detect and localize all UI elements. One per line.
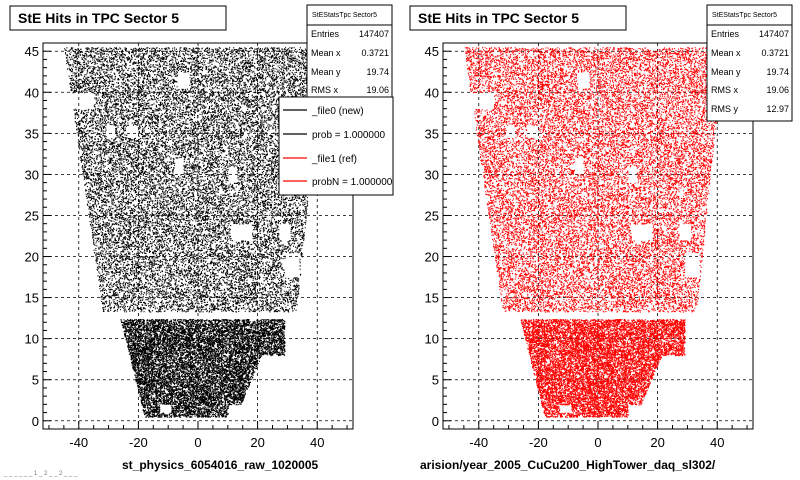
y-tick-label: 0	[432, 414, 439, 429]
right-stats-meany: 19.74	[766, 67, 789, 77]
y-tick-label: 45	[425, 44, 439, 59]
right-stats-box: StEStatsTpc Sector5 Entries 147407 Mean …	[706, 4, 793, 122]
right-panel: -40 -20 0 20 40 0 5 10 15 20 25 30 35 40 45 StE Hits i…	[409, 4, 793, 472]
x-tick-label: -40	[69, 435, 88, 450]
y-tick-label: 35	[25, 126, 39, 141]
y-tick-label: 25	[425, 208, 439, 223]
y-tick-label: 35	[425, 126, 439, 141]
left-stats-rmsx: 19.06	[366, 85, 389, 95]
left-stats-meany: 19.74	[366, 67, 389, 77]
right-axes: -40 -20 0 20 40 0 5 10 15 20 25 30 35 40 45	[425, 44, 748, 450]
right-stats-meanx: 0.3721	[761, 48, 789, 58]
y-tick-label: 5	[432, 373, 439, 388]
right-stats-entries: 147407	[759, 29, 789, 39]
y-tick-label: 30	[25, 167, 39, 182]
right-stats-entries-label: Entries	[711, 29, 740, 39]
right-hit-points	[465, 47, 734, 418]
y-tick-label: 0	[32, 414, 39, 429]
left-stats-name: StEStatsTpc Sector5	[312, 12, 377, 19]
y-tick-label: 30	[425, 167, 439, 182]
left-axes: -40 -20 0 20 40 0 5 10 15 20 25 30 35 40 45	[25, 44, 348, 450]
x-tick-label: -40	[469, 435, 488, 450]
legend-label-file1: _file1 (ref)	[311, 154, 357, 165]
y-tick-label: 20	[25, 250, 39, 265]
right-stats-meanx-label: Mean x	[711, 48, 741, 58]
left-stats-entries: 147407	[359, 29, 389, 39]
right-stats-rmsy-label: RMS y	[711, 104, 739, 114]
hit-points-dense-path	[520, 319, 686, 418]
right-stats-rmsx: 19.06	[766, 85, 789, 95]
left-footer-text: st_physics_6054016_raw_1020005	[122, 458, 318, 472]
y-tick-label: 20	[425, 250, 439, 265]
left-title-box	[9, 5, 227, 31]
right-stats-rmsx-label: RMS x	[711, 85, 739, 95]
x-tick-label: 20	[250, 435, 264, 450]
y-tick-label: 10	[425, 332, 439, 347]
legend: _file0 (new) prob = 1.000000 _file1 (ref…	[278, 96, 394, 196]
legend-label-file0: _file0 (new)	[311, 106, 364, 117]
x-tick-label: 0	[594, 435, 601, 450]
right-chart-title: StE Hits in TPC Sector 5	[418, 10, 579, 26]
y-tick-label: 40	[425, 85, 439, 100]
right-stats-name: StEStatsTpc Sector5	[712, 12, 777, 19]
left-stats-rmsx-label: RMS x	[311, 85, 339, 95]
left-stats-entries-label: Entries	[311, 29, 340, 39]
legend-label-prob: prob = 1.000000	[312, 130, 386, 141]
legend-label-probn: probN = 1.000000	[312, 177, 393, 188]
x-tick-label: -20	[529, 435, 548, 450]
left-panel: -40 -20 0 20 40 0 5 10 15 20 25 30 35 40 45 StE Hits i…	[3, 4, 394, 477]
y-tick-label: 15	[25, 291, 39, 306]
x-tick-label: 20	[650, 435, 664, 450]
x-tick-label: 40	[710, 435, 724, 450]
y-tick-label: 10	[25, 332, 39, 347]
right-title-box	[409, 5, 627, 31]
right-stats-meany-label: Mean y	[711, 67, 741, 77]
hit-points-path	[465, 47, 734, 418]
left-small-footer: _ _ _ _ _ _ 1 _ 2 _ _ 2 _ _ _	[3, 471, 78, 477]
hit-points-dense-path	[120, 319, 286, 418]
left-stats-meanx: 0.3721	[361, 48, 389, 58]
right-stats-rmsy: 12.97	[766, 104, 789, 114]
right-footer-text: arision/year_2005_CuCu200_HighTower_daq_…	[420, 458, 716, 472]
y-tick-label: 40	[25, 85, 39, 100]
left-stats-meanx-label: Mean x	[311, 48, 341, 58]
x-tick-label: -20	[129, 435, 148, 450]
y-tick-label: 45	[25, 44, 39, 59]
y-tick-label: 25	[25, 208, 39, 223]
left-stats-meany-label: Mean y	[311, 67, 341, 77]
left-hit-points	[64, 47, 334, 418]
y-tick-label: 15	[425, 291, 439, 306]
y-tick-label: 5	[32, 373, 39, 388]
x-tick-label: 0	[194, 435, 201, 450]
left-chart-title: StE Hits in TPC Sector 5	[18, 10, 179, 26]
left-stats-box: StEStatsTpc Sector5 Entries 147407 Mean …	[306, 4, 393, 98]
x-tick-label: 40	[310, 435, 324, 450]
